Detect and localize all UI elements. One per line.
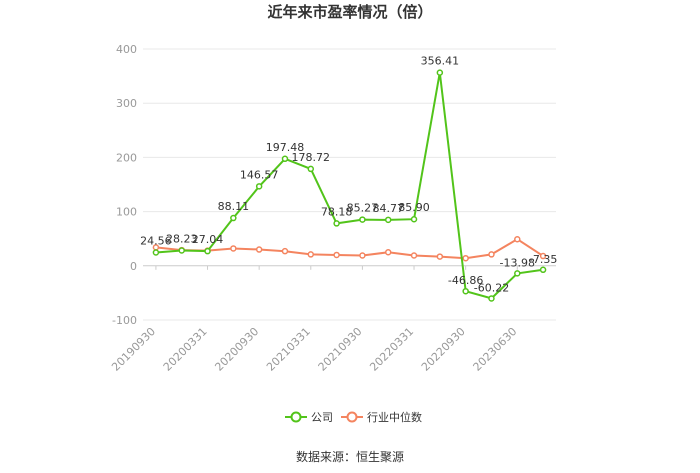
- company-point: [230, 214, 237, 222]
- company-point: [384, 216, 392, 224]
- y-tick-label: 300: [116, 97, 137, 110]
- company-point: [462, 287, 469, 295]
- company-point: [359, 216, 366, 223]
- data-label: 28.23: [166, 232, 198, 245]
- industry-point: [488, 251, 495, 258]
- legend-item-industry[interactable]: 行业中位数: [341, 410, 422, 424]
- y-tick-label: 200: [116, 151, 137, 164]
- data-label: -7.35: [529, 253, 557, 266]
- company-point: [255, 183, 263, 190]
- industry-point: [281, 247, 289, 255]
- legend-item-company[interactable]: 公司: [285, 411, 333, 424]
- company-point: [410, 215, 418, 223]
- legend-company-label: 公司: [311, 411, 333, 424]
- x-tick-label: 20220331: [367, 325, 416, 374]
- legend-industry-marker: [346, 411, 358, 423]
- legend-company-marker: [290, 411, 302, 423]
- data-label: 24.56: [140, 234, 172, 247]
- series-industry-line: [155, 238, 544, 260]
- y-axis: -100 0 100 200 300 400: [112, 43, 137, 327]
- industry-point: [462, 254, 469, 262]
- data-label: -60.22: [474, 281, 509, 294]
- grid: [143, 48, 556, 321]
- company-point: [204, 247, 211, 255]
- data-label: 178.72: [292, 151, 331, 164]
- company-point: [178, 247, 185, 254]
- company-point: [281, 155, 289, 163]
- industry-point: [307, 251, 315, 258]
- industry-point: [539, 252, 547, 260]
- y-tick-label: 100: [116, 206, 137, 219]
- data-label: -46.86: [448, 274, 483, 287]
- x-tick-label: 20230630: [471, 325, 520, 374]
- company-point: [488, 295, 495, 302]
- industry-point: [384, 249, 392, 256]
- industry-point: [230, 245, 237, 252]
- data-label: 88.11: [218, 200, 250, 213]
- x-tick-label: 20220930: [419, 325, 468, 374]
- legend-industry-label: 行业中位数: [367, 410, 422, 424]
- chart-title: 近年来市盈率情况（倍）: [267, 3, 432, 21]
- data-label: 27.04: [192, 233, 224, 246]
- y-tick-label: -100: [112, 314, 137, 327]
- y-tick-label: 0: [130, 260, 137, 273]
- data-label: 146.57: [240, 168, 279, 181]
- legend: 公司 行业中位数: [285, 410, 422, 424]
- data-label: 85.27: [347, 202, 379, 215]
- x-tick-label: 20190930: [109, 325, 158, 374]
- company-point: [333, 220, 340, 227]
- industry-point: [333, 251, 340, 259]
- data-label: 84.77: [372, 202, 404, 215]
- series-company-line: [155, 72, 544, 300]
- industry-point: [359, 252, 366, 259]
- company-point: [539, 266, 547, 274]
- series-layer: [152, 69, 547, 302]
- x-tick-label: 20210930: [316, 325, 365, 374]
- company-point: [436, 69, 444, 76]
- data-label: 197.48: [266, 141, 305, 154]
- industry-point: [255, 246, 263, 253]
- data-source: 数据来源：恒生聚源: [296, 449, 404, 464]
- x-tick-label: 20210331: [264, 325, 313, 374]
- data-label: 78.18: [321, 205, 353, 218]
- data-label: 85.90: [398, 201, 430, 214]
- data-label: -13.98: [500, 256, 535, 269]
- industry-point: [436, 253, 444, 260]
- x-tick-label: 20200930: [212, 325, 261, 374]
- industry-point: [410, 252, 418, 259]
- x-tick-label: 20200331: [161, 325, 210, 374]
- data-label: 356.41: [421, 55, 460, 68]
- company-point: [307, 165, 315, 173]
- y-tick-label: 400: [116, 43, 137, 56]
- company-point: [514, 270, 521, 277]
- company-point: [152, 249, 160, 256]
- industry-point: [514, 235, 521, 243]
